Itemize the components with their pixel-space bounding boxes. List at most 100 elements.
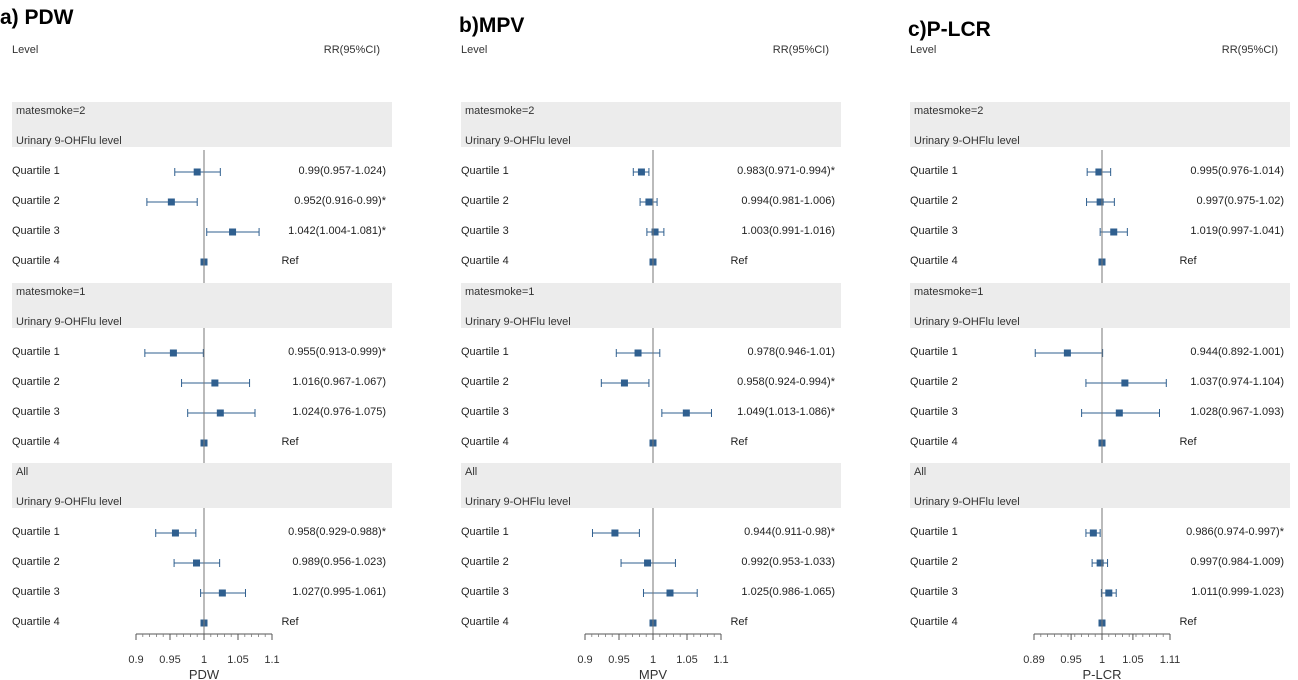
row-label: Quartile 3: [910, 225, 958, 237]
group-label: matesmoke=1: [914, 286, 984, 298]
x-axis-tick-label: 0.95: [159, 654, 180, 666]
rr-estimate-text: 0.99(0.957-1.024): [298, 165, 386, 177]
rr-estimate-text: 0.992(0.953-1.033): [741, 556, 835, 568]
point-estimate-marker: [1095, 168, 1103, 176]
point-estimate-marker: [634, 349, 642, 357]
group-header-band: [461, 463, 841, 508]
row-label: Quartile 1: [910, 526, 958, 538]
rr-estimate-text: 1.019(0.997-1.041): [1190, 225, 1284, 237]
forest-plot-svg: 0.9 0.95 1 1.05 1.1 MPV: [577, 150, 729, 680]
reference-label: Ref: [730, 436, 748, 448]
group-label: All: [16, 466, 29, 478]
rr-estimate-text: 0.978(0.946-1.01): [747, 346, 835, 358]
point-estimate-marker: [167, 198, 175, 206]
row-label: Quartile 2: [12, 195, 60, 207]
group-header-band: [910, 283, 1290, 328]
level-column-header: Level: [12, 44, 39, 56]
x-axis-tick-label: 1.11: [1160, 654, 1181, 666]
exposure-sublabel: Urinary 9-OHFlu level: [16, 316, 122, 328]
x-axis-tick-label: 1: [201, 654, 207, 666]
rr-estimate-text: 1.003(0.991-1.016): [741, 225, 835, 237]
row-label: Quartile 3: [12, 586, 60, 598]
row-label: Quartile 2: [12, 376, 60, 388]
rr-estimate-text: 1.027(0.995-1.061): [292, 586, 386, 598]
x-axis-tick-label: 1.05: [227, 654, 248, 666]
reference-label: Ref: [281, 436, 299, 448]
row-label: Quartile 3: [910, 406, 958, 418]
x-axis-title: P-LCR: [1082, 667, 1121, 680]
rr-estimate-text: 0.997(0.975-1.02): [1196, 195, 1284, 207]
exposure-sublabel: Urinary 9-OHFlu level: [465, 135, 571, 147]
row-label: Quartile 2: [910, 556, 958, 568]
row-label: Quartile 1: [12, 526, 60, 538]
row-label: Quartile 1: [461, 346, 509, 358]
reference-label: Ref: [1179, 255, 1197, 267]
row-label: Quartile 1: [910, 165, 958, 177]
group-label: All: [914, 466, 927, 478]
row-label: Quartile 3: [910, 586, 958, 598]
x-axis-title: PDW: [189, 667, 220, 680]
point-estimate-marker: [611, 529, 619, 537]
exposure-sublabel: Urinary 9-OHFlu level: [16, 496, 122, 508]
reference-label: Ref: [281, 255, 299, 267]
panel-title: b)MPV: [459, 14, 525, 37]
rr-estimate-text: 0.997(0.984-1.009): [1190, 556, 1284, 568]
rr-estimate-text: 1.028(0.967-1.093): [1190, 406, 1284, 418]
rr-estimate-text: 0.989(0.956-1.023): [292, 556, 386, 568]
row-label: Quartile 1: [461, 526, 509, 538]
row-label: Quartile 4: [461, 616, 509, 628]
row-label: Quartile 4: [910, 436, 958, 448]
row-label: Quartile 4: [910, 255, 958, 267]
rr-estimate-text: 0.995(0.976-1.014): [1190, 165, 1284, 177]
forest-panel: c)P-LCR Level RR(95%CI) 0.89 0.95 1 1.05 1.11 P-…: [908, 0, 1298, 680]
rr-estimate-text: 0.958(0.929-0.988)*: [288, 526, 386, 538]
point-estimate-marker: [216, 409, 224, 417]
group-header-band: [461, 283, 841, 328]
forest-panel: a) PDW Level RR(95%CI) 0.9 0.95 1 1.05 1.1 PDW ma…: [0, 0, 440, 680]
point-estimate-marker: [1063, 349, 1071, 357]
point-estimate-marker: [637, 168, 645, 176]
x-axis-title: MPV: [639, 667, 668, 680]
reference-label: Ref: [730, 616, 748, 628]
point-estimate-marker: [682, 409, 690, 417]
exposure-sublabel: Urinary 9-OHFlu level: [16, 135, 122, 147]
point-estimate-marker: [1110, 228, 1118, 236]
row-label: Quartile 1: [910, 346, 958, 358]
point-estimate-marker: [1105, 589, 1113, 597]
group-label: matesmoke=2: [465, 105, 535, 117]
row-label: Quartile 2: [461, 556, 509, 568]
row-label: Quartile 2: [461, 195, 509, 207]
rr-estimate-text: 0.944(0.892-1.001): [1190, 346, 1284, 358]
x-axis-tick-label: 1.1: [713, 654, 728, 666]
group-label: matesmoke=1: [465, 286, 535, 298]
group-label: All: [465, 466, 478, 478]
rr-column-header: RR(95%CI): [1221, 44, 1278, 56]
panel-title: a) PDW: [0, 6, 74, 29]
rr-column-header: RR(95%CI): [323, 44, 380, 56]
x-axis-tick-label: 0.9: [128, 654, 143, 666]
forest-panel: b)MPV Level RR(95%CI) 0.9 0.95 1 1.05 1.1 MPV mat…: [459, 0, 889, 680]
row-label: Quartile 3: [461, 225, 509, 237]
x-axis-tick-label: 0.95: [608, 654, 629, 666]
point-estimate-marker: [193, 168, 201, 176]
forest-plot-svg: 0.89 0.95 1 1.05 1.11 P-LCR: [1023, 150, 1181, 680]
exposure-sublabel: Urinary 9-OHFlu level: [914, 316, 1020, 328]
rr-estimate-text: 1.042(1.004-1.081)*: [288, 225, 386, 237]
row-label: Quartile 3: [12, 225, 60, 237]
rr-estimate-text: 1.011(0.999-1.023): [1191, 586, 1284, 598]
group-label: matesmoke=2: [914, 105, 984, 117]
rr-estimate-text: 0.952(0.916-0.99)*: [294, 195, 386, 207]
point-estimate-marker: [1096, 198, 1104, 206]
point-estimate-marker: [229, 228, 237, 236]
row-label: Quartile 4: [12, 436, 60, 448]
rr-estimate-text: 1.016(0.967-1.067): [292, 376, 386, 388]
row-label: Quartile 2: [12, 556, 60, 568]
row-label: Quartile 2: [910, 376, 958, 388]
row-label: Quartile 3: [461, 586, 509, 598]
point-estimate-marker: [171, 529, 179, 537]
rr-estimate-text: 0.983(0.971-0.994)*: [737, 165, 835, 177]
rr-estimate-text: 1.037(0.974-1.104): [1190, 376, 1284, 388]
row-label: Quartile 4: [910, 616, 958, 628]
reference-label: Ref: [1179, 616, 1197, 628]
level-column-header: Level: [461, 44, 488, 56]
